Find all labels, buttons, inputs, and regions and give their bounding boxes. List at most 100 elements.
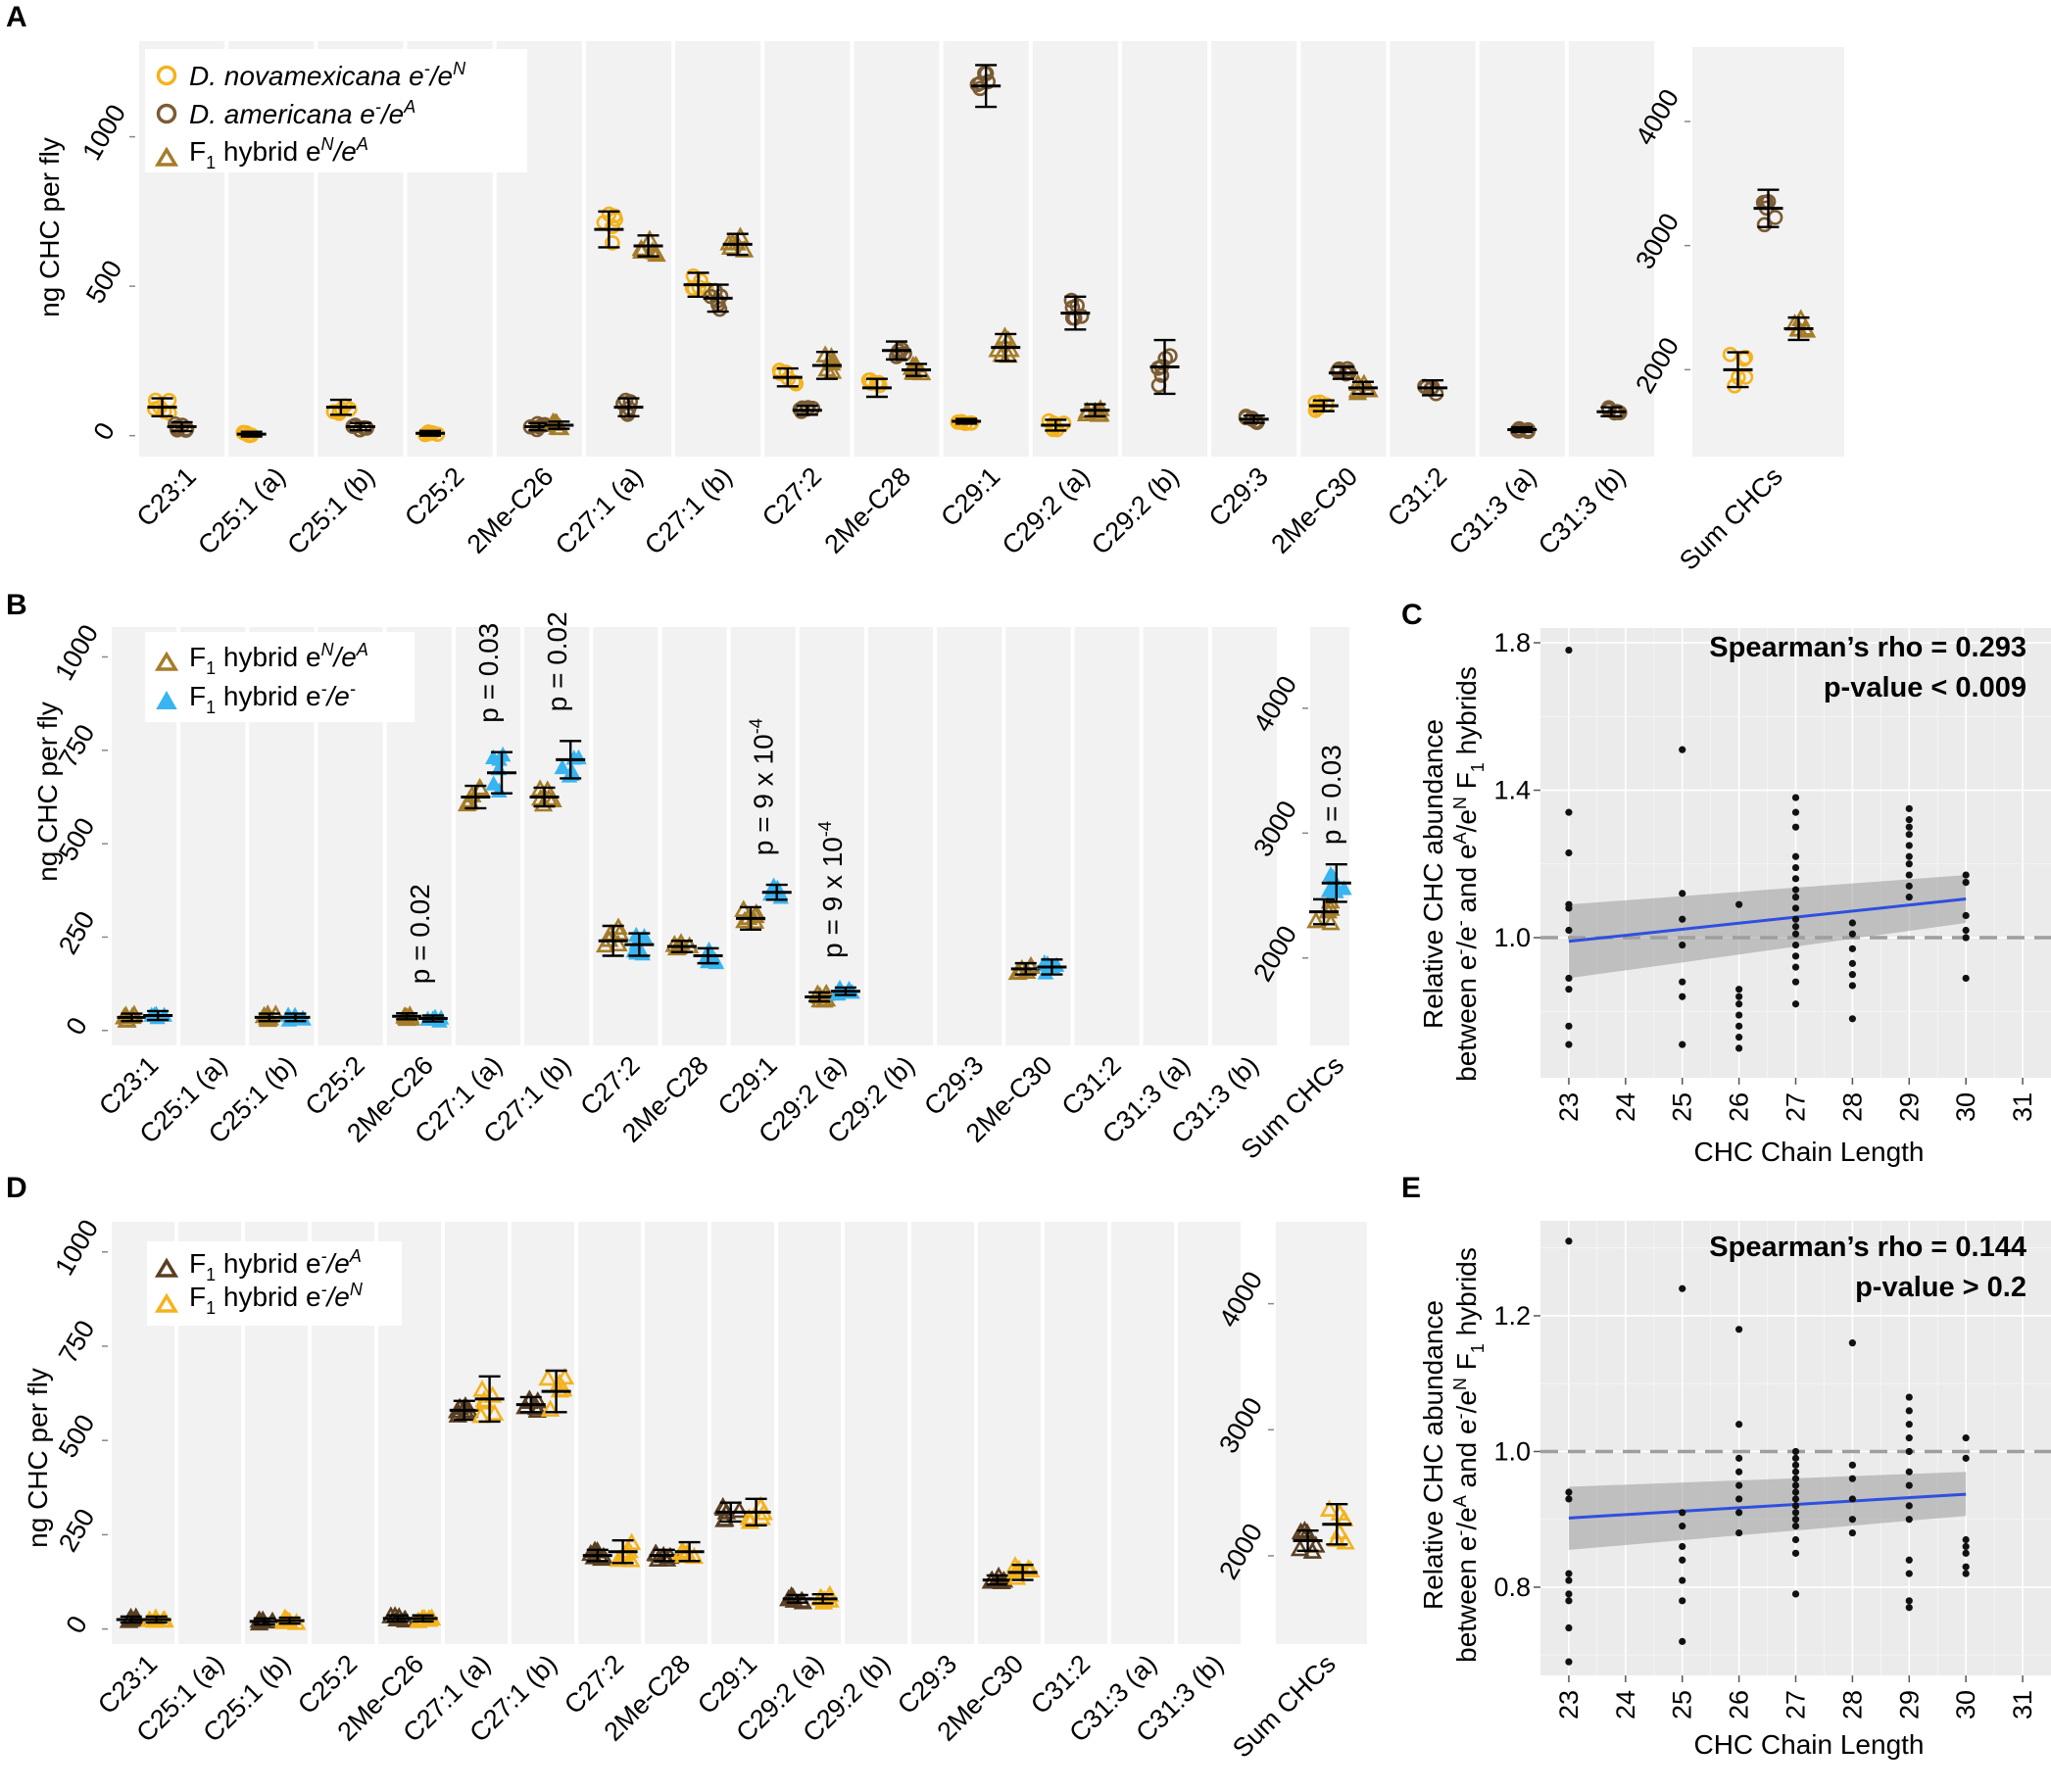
x-tick-2me-c26: 2Me-C26: [462, 461, 560, 559]
x-tick-2me-c30: 2Me-C30: [1265, 461, 1363, 559]
point-d-americana-e-ea-c29-1: [980, 73, 997, 90]
data-point-chain-29: [1905, 860, 1913, 868]
panel-b-annotations: p = 0.02 p = 0.03 p = 0.02 p = 9 x 10-4 p = …: [405, 611, 1346, 984]
column-bg-c29-3: [911, 1222, 974, 1644]
x-tick-label-25: 25: [1668, 1690, 1697, 1719]
x-tick-label-26: 26: [1725, 1092, 1754, 1122]
data-point-chain-27: [1791, 794, 1800, 801]
data-point-chain-30: [1962, 911, 1970, 920]
legend-circle-novamexicana: [156, 65, 177, 86]
column-bg-c31-3-a: [1143, 627, 1208, 1045]
panel-e-y-axis-title-line1: Relative CHC abundance: [1418, 1300, 1448, 1610]
data-point-chain-25: [1679, 1597, 1686, 1605]
data-point-chain-26: [1735, 1421, 1743, 1429]
column-bg-c29-2-a: [799, 627, 864, 1045]
data-point-chain-26: [1735, 1044, 1743, 1052]
annotation-c27-1-b: p = 0.02: [542, 611, 572, 711]
column-bg-c31-3-a: [1111, 1222, 1174, 1644]
data-point-chain-25: [1679, 1542, 1686, 1551]
y-tick-label-1000: 1000: [49, 1215, 104, 1281]
panel-d-letter: D: [6, 1172, 27, 1204]
confidence-band: [1568, 1472, 1967, 1550]
panel-c-plot: 23 24 25 26 27 28 29 30 31 1.0 1.4 1.8: [1493, 628, 2051, 1122]
data-point-chain-27: [1791, 1475, 1800, 1482]
column-bg-c31-3-b: [1211, 627, 1277, 1045]
column-bg-c27-2: [593, 627, 659, 1045]
panel-b-legend-box: [145, 632, 415, 722]
data-point-chain-23: [1565, 974, 1573, 983]
legend-novamexicana: D. novamexicana e-/eN: [189, 59, 466, 91]
data-point-chain-23: [1565, 1658, 1573, 1666]
data-point-chain-23: [1565, 1237, 1573, 1245]
data-point-chain-26: [1735, 1326, 1743, 1333]
y-tick-label-250: 250: [53, 906, 101, 959]
panel-c-p-value: p-value < 0.009: [1824, 672, 2027, 703]
data-point-chain-26: [1735, 1528, 1743, 1537]
data-point-chain-23: [1565, 1597, 1573, 1605]
data-point-chain-27: [1791, 1454, 1800, 1462]
column-bg-c29-2-b: [867, 627, 934, 1045]
data-point-chain-27: [1791, 978, 1800, 986]
x-tick-label-23: 23: [1554, 1690, 1584, 1719]
column-bg-2me-c30: [1005, 627, 1071, 1045]
panel-e-y-axis-title-line2: between e-/eA and e-/eN F1 hybrids: [1450, 1247, 1488, 1663]
legend-circle-americana: [156, 103, 177, 124]
data-point-chain-27: [1791, 1488, 1800, 1496]
data-point-chain-29: [1905, 1481, 1913, 1489]
data-point-chain-27: [1791, 1549, 1800, 1557]
point-f1-hybrid-en-ea-c23-1: [117, 1010, 136, 1028]
panel-e-plot: 23 24 25 26 27 28 29 30 31 0.8 1.0 1.2: [1493, 1221, 2051, 1719]
data-point-chain-25: [1679, 1576, 1686, 1584]
data-point-chain-29: [1905, 816, 1913, 824]
point-f1-hybrid-en-ea-c27-2: [822, 362, 843, 379]
data-point-chain-30: [1962, 1563, 1970, 1571]
point-f1-hybrid-e-ea-2me-c28: [646, 1543, 665, 1561]
y-tick-label-0: 0: [60, 1012, 92, 1040]
point-f1-hybrid-en-ea-c25-1-b: [258, 1009, 278, 1028]
data-point-chain-29: [1905, 1393, 1913, 1401]
data-point-chain-27: [1791, 915, 1800, 923]
data-point-chain-26: [1735, 1000, 1743, 1008]
annotation-c29-1: p = 9 x 10-4: [747, 718, 779, 855]
column-bg-c29-2-a: [778, 1222, 841, 1644]
data-point-chain-27: [1791, 1481, 1800, 1489]
data-point-chain-27: [1791, 1535, 1800, 1544]
column-bg-c29-1: [943, 41, 1029, 457]
column-bg-c27-1-a: [455, 627, 521, 1045]
y-tick-label-500: 500: [80, 256, 128, 309]
data-point-chain-23: [1565, 926, 1573, 935]
column-bg-c31-3-b: [1178, 1222, 1241, 1644]
data-point-chain-25: [1679, 1509, 1686, 1517]
panel-d-legend-box: [147, 1241, 402, 1326]
x-tick-label-31: 31: [2008, 1092, 2037, 1122]
data-point-chain-27: [1791, 1495, 1800, 1503]
point-d-americana-e-ea-2me-c30: [1331, 361, 1347, 377]
sum-point-d-novamexicana-e-en: [1737, 349, 1754, 365]
panel-e-x-axis-title: CHC Chain Length: [1693, 1729, 1924, 1760]
x-tick-label-28: 28: [1837, 1092, 1867, 1122]
data-point-chain-25: [1679, 746, 1686, 753]
data-point-chain-27: [1791, 1516, 1800, 1524]
point-f1-hybrid-en-ea-c27-2: [595, 935, 615, 953]
data-point-chain-27: [1791, 952, 1800, 960]
panel-b-marks: [115, 740, 1067, 1028]
point-d-novamexicana-e-en-c23-1: [156, 404, 172, 419]
point-d-novamexicana-e-en-c27-1-a: [605, 235, 620, 251]
annotation-2me-c26: p = 0.02: [405, 884, 435, 984]
x-tick-label-24: 24: [1611, 1092, 1640, 1122]
panel-a-y-axis-title: ng CHC per fly: [34, 137, 65, 317]
x-tick-c25-2: C25:2: [399, 461, 469, 532]
data-point-chain-29: [1905, 1516, 1913, 1524]
x-tick-c31-3-a: C31:3 (a): [1443, 461, 1542, 560]
point-f1-hybrid-en-ea-c29-2-a: [1076, 404, 1097, 422]
point-f1-hybrid-e-e-c27-2: [636, 927, 653, 944]
point-f1-hybrid-e-en-c27-2: [619, 1540, 639, 1559]
point-d-americana-e-ea-c29-3: [1238, 410, 1254, 426]
legend-hybrid-en: F1 hybrid e-/eN: [189, 1280, 364, 1318]
point-d-americana-e-ea-c29-2-b: [1153, 367, 1170, 383]
point-f1-hybrid-e-ea-c29-1: [729, 1500, 750, 1519]
column-bg-c29-1: [711, 1222, 774, 1644]
data-point-chain-25: [1679, 1523, 1686, 1530]
